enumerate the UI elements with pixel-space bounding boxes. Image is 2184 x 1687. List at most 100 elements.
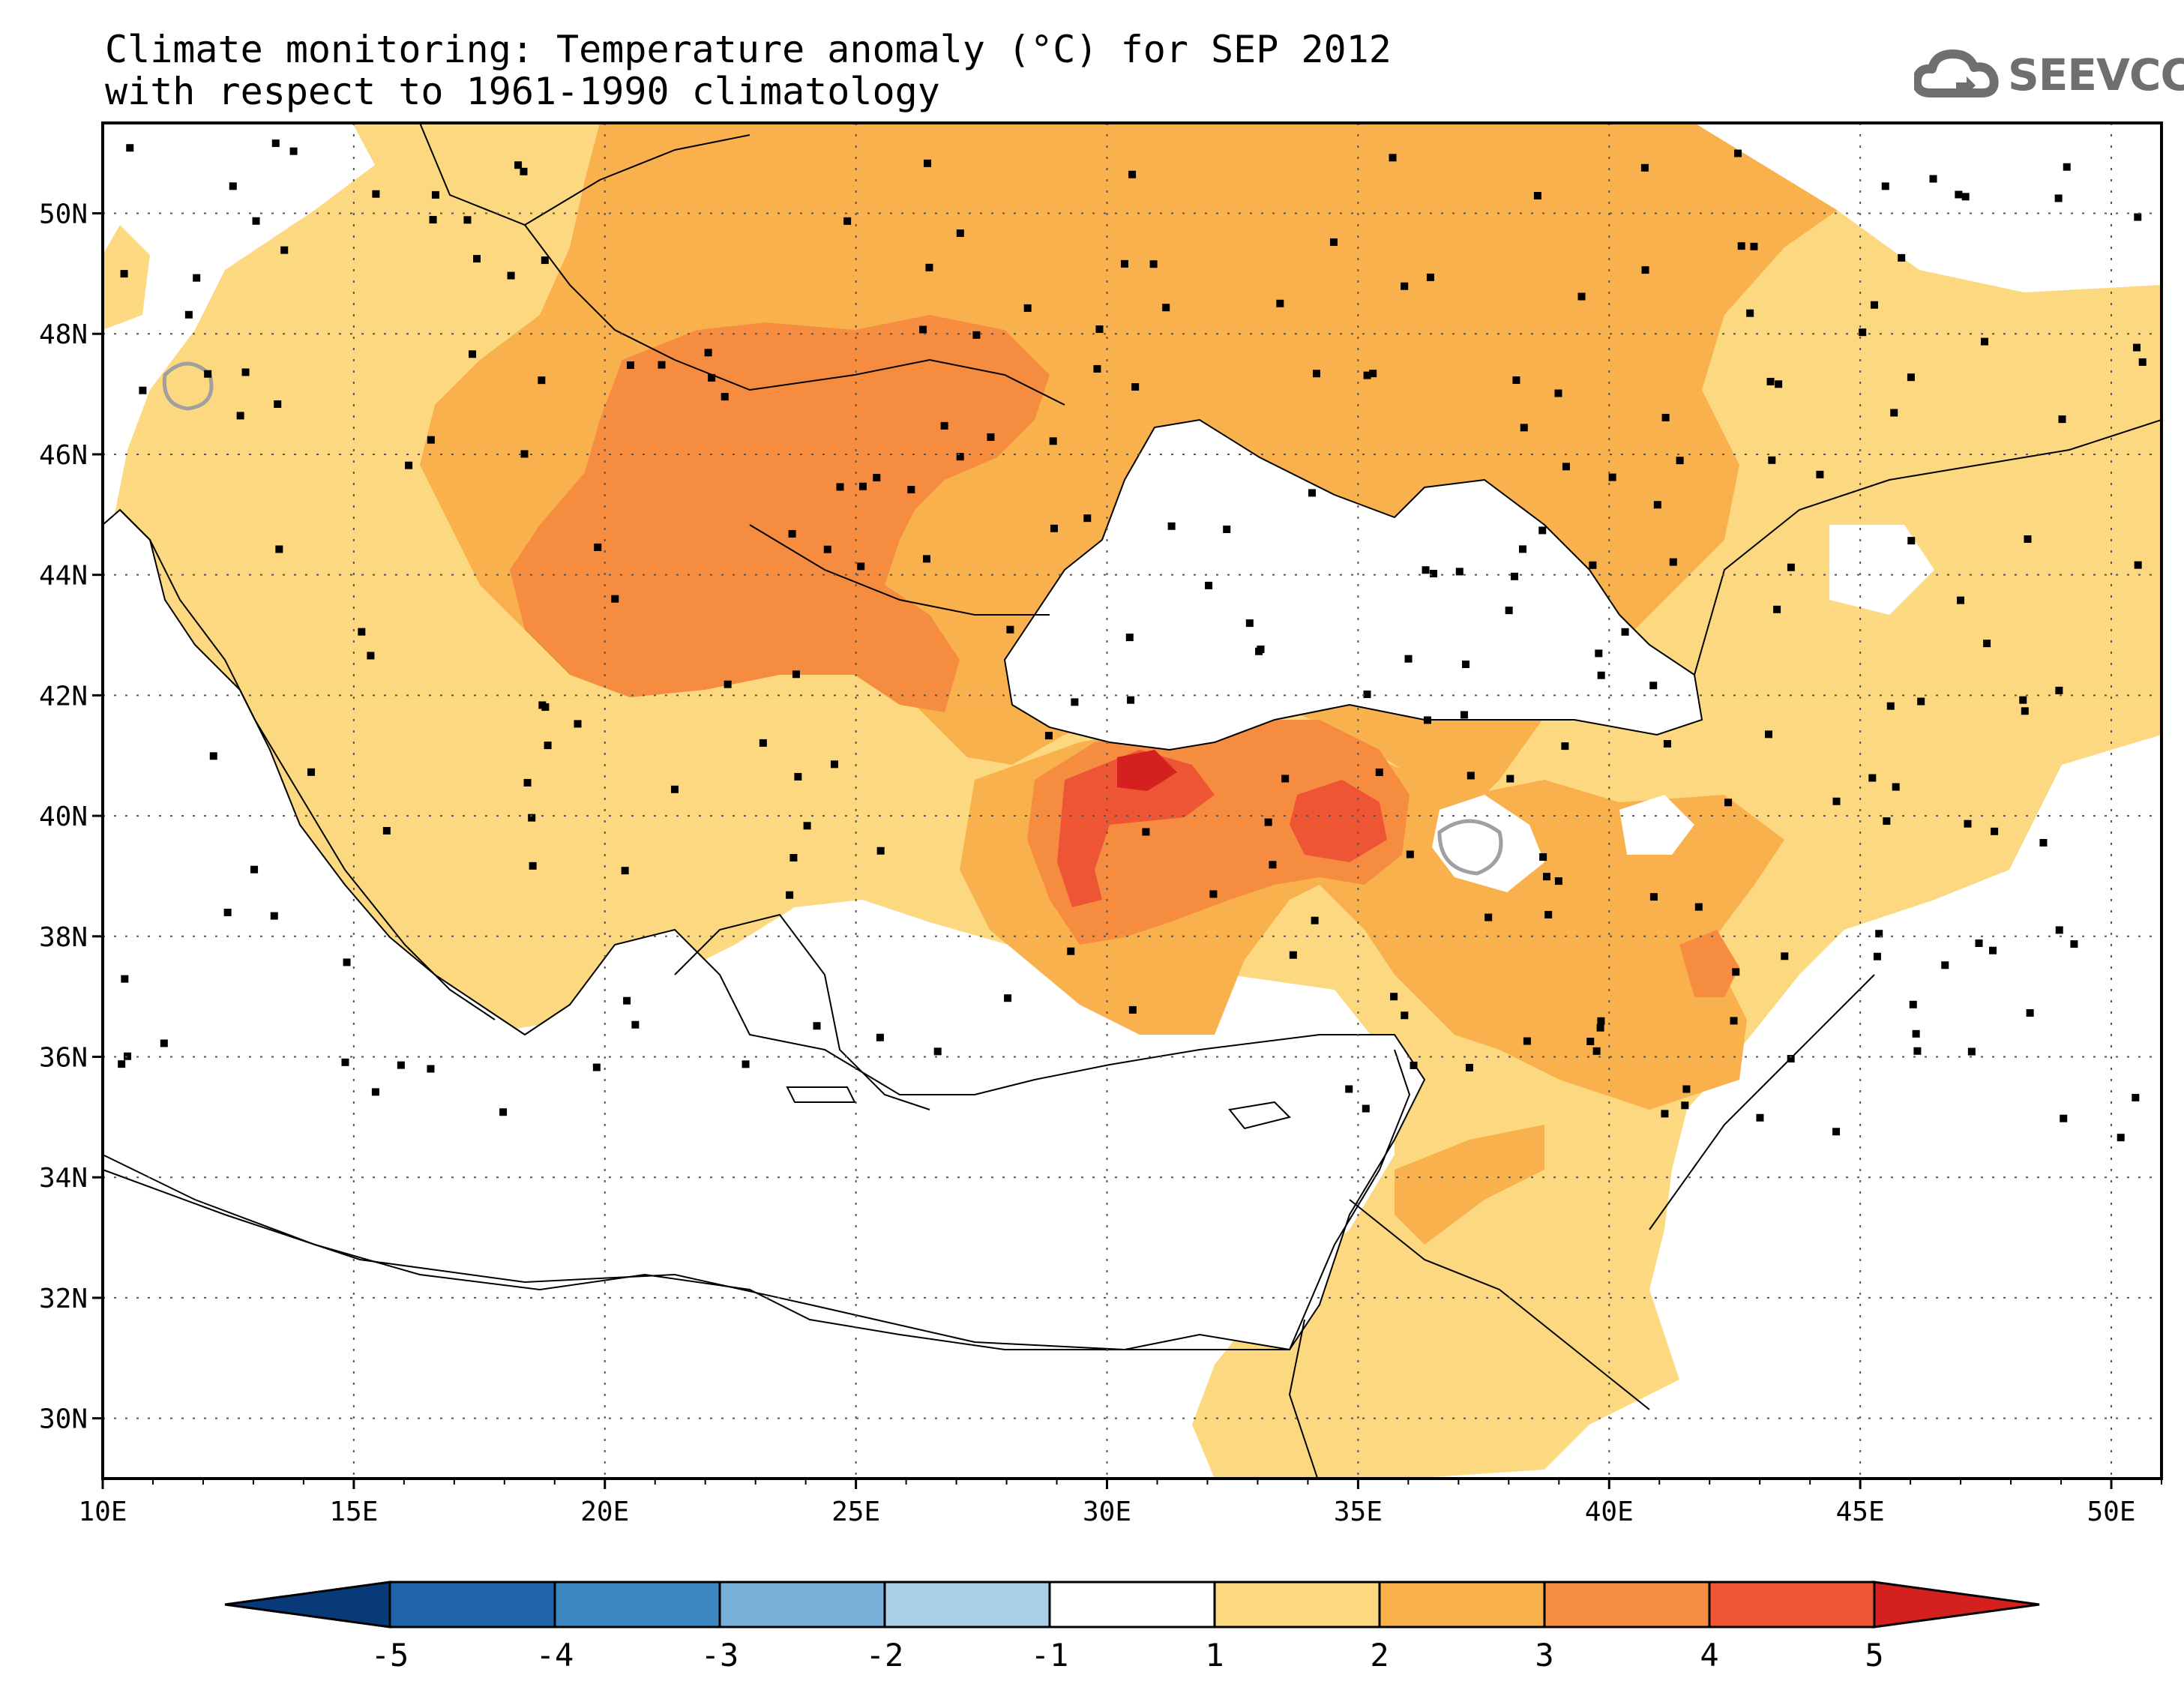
station-marker — [1661, 1110, 1669, 1118]
station-marker — [1004, 994, 1012, 1002]
station-marker — [204, 370, 212, 378]
station-marker — [1929, 175, 1937, 183]
station-marker — [1462, 661, 1470, 669]
station-marker — [160, 1039, 168, 1047]
station-marker — [924, 159, 932, 167]
lon-tick-label: 25E — [831, 1497, 880, 1527]
station-marker — [371, 1088, 379, 1096]
station-marker — [1907, 537, 1916, 545]
station-marker — [907, 486, 915, 494]
station-marker — [1329, 238, 1338, 246]
station-marker — [1142, 828, 1150, 836]
station-marker — [1264, 818, 1272, 826]
station-marker — [794, 772, 802, 781]
lon-tick-label: 20E — [580, 1497, 629, 1527]
station-marker — [520, 167, 528, 175]
station-marker — [1597, 671, 1605, 679]
colorbar-label: -4 — [536, 1637, 574, 1674]
station-marker — [1209, 890, 1218, 898]
station-marker — [2055, 926, 2063, 934]
station-marker — [1506, 775, 1514, 783]
station-marker — [2058, 415, 2066, 424]
station-marker — [1991, 827, 1999, 835]
lon-tick-label: 15E — [329, 1497, 378, 1527]
anomaly-region-2-3-levant — [1395, 1125, 1544, 1245]
station-marker — [341, 1058, 349, 1066]
station-marker — [427, 436, 435, 444]
station-marker — [2054, 194, 2063, 202]
station-marker — [209, 752, 217, 760]
station-marker — [1941, 961, 1949, 969]
station-marker — [1597, 1017, 1605, 1025]
station-marker — [789, 853, 798, 861]
station-marker — [1832, 1128, 1841, 1136]
station-marker — [1128, 170, 1137, 178]
station-marker — [1732, 968, 1740, 976]
colorbar-box — [1378, 1581, 1546, 1629]
station-marker — [1050, 524, 1058, 532]
colorbar-label: 5 — [1865, 1637, 1883, 1674]
station-marker — [270, 912, 278, 920]
station-marker — [724, 680, 732, 688]
station-marker — [469, 350, 477, 358]
station-marker — [1586, 1037, 1595, 1045]
station-marker — [1961, 193, 1970, 201]
station-marker — [1892, 783, 1900, 791]
station-marker — [1363, 691, 1371, 699]
station-marker — [1669, 558, 1677, 566]
station-marker — [1093, 364, 1101, 373]
station-marker — [1980, 337, 1988, 346]
station-marker — [2133, 343, 2141, 352]
station-marker — [1401, 282, 1409, 290]
station-marker — [788, 529, 796, 538]
station-marker — [252, 217, 260, 225]
contour-loop — [1437, 819, 1503, 876]
station-marker — [1512, 376, 1520, 385]
contour-loop-2 — [162, 361, 214, 411]
station-marker — [507, 271, 515, 280]
station-marker — [271, 139, 280, 148]
station-marker — [1554, 877, 1562, 885]
station-marker — [858, 482, 867, 490]
station-marker — [2134, 561, 2142, 569]
colorbar-box — [1708, 1581, 1876, 1629]
station-marker — [1596, 1023, 1604, 1032]
station-marker — [922, 555, 930, 563]
station-marker — [1128, 1005, 1137, 1014]
station-marker — [1162, 304, 1170, 312]
station-marker — [2019, 696, 2027, 704]
station-marker — [987, 433, 995, 441]
anomaly-field — [103, 123, 2162, 1479]
station-marker — [1289, 951, 1297, 959]
seevccc-logo: SEEVCCC — [1912, 43, 2184, 111]
station-marker — [1955, 190, 1963, 199]
station-marker — [876, 1033, 884, 1041]
station-marker — [1975, 939, 1983, 948]
colorbar-box — [1543, 1581, 1711, 1629]
station-marker — [813, 1022, 821, 1030]
station-marker — [1044, 732, 1053, 740]
station-marker — [307, 768, 316, 776]
station-marker — [1912, 1029, 1920, 1038]
station-marker — [2039, 838, 2048, 846]
station-marker — [956, 453, 964, 461]
station-marker — [1257, 646, 1265, 654]
station-marker — [1917, 697, 1925, 706]
station-marker — [1873, 952, 1881, 960]
title-line-1: Climate monitoring: Temperature anomaly … — [105, 28, 1392, 71]
station-marker — [721, 393, 729, 401]
station-marker — [1577, 292, 1586, 301]
station-marker — [367, 652, 375, 660]
title-line-2: with respect to 1961-1990 climatology — [105, 70, 940, 113]
station-marker — [1746, 309, 1754, 317]
station-marker — [919, 325, 927, 334]
station-marker — [1281, 775, 1290, 783]
grid-lines — [103, 123, 2162, 1479]
station-marker — [1989, 946, 1997, 954]
station-marker — [2134, 213, 2142, 221]
black-sea — [1003, 418, 1703, 751]
station-marker — [836, 483, 844, 491]
station-marker — [1312, 370, 1320, 378]
station-marker — [120, 270, 128, 278]
station-marker — [594, 543, 602, 551]
